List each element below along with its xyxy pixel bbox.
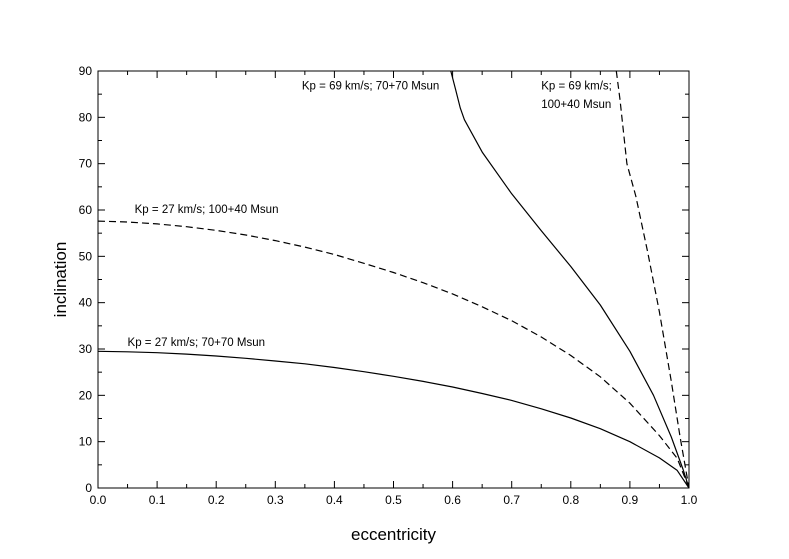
y-tick-label: 0 xyxy=(85,481,92,495)
x-tick-label: 0.7 xyxy=(503,493,520,507)
series-line-2 xyxy=(97,220,690,489)
x-tick-label: 0.1 xyxy=(149,493,166,507)
annotation-label: 100+40 Msun xyxy=(541,99,611,111)
y-tick-label: 90 xyxy=(79,64,93,78)
y-tick-label: 70 xyxy=(79,157,93,171)
y-tick-label: 30 xyxy=(79,342,93,356)
annotation-label: Kp = 27 km/s; 70+70 Msun xyxy=(128,337,265,349)
x-tick-label: 0.3 xyxy=(267,493,284,507)
x-tick-label: 1.0 xyxy=(681,493,698,507)
annotation-layer: Kp = 69 km/s; 70+70 Msun Kp = 69 km/s; 100… xyxy=(128,81,612,350)
annotation-label: Kp = 69 km/s; 70+70 Msun xyxy=(302,81,439,93)
y-tick-label: 80 xyxy=(79,110,93,124)
x-tick-label: 0.0 xyxy=(90,493,107,507)
series-line-3 xyxy=(450,70,690,489)
x-axis-ticks: 0.0 0.1 0.2 0.3 0.4 0.5 0.6 0.7 0.8 0.9 1.0 xyxy=(90,71,698,507)
x-tick-label: 0.4 xyxy=(326,493,343,507)
series-line-4 xyxy=(615,70,690,489)
y-tick-label: 50 xyxy=(79,249,93,263)
y-axis-title: inclination xyxy=(51,242,70,318)
y-tick-label: 40 xyxy=(79,296,93,310)
annotation-label: Kp = 27 km/s; 100+40 Msun xyxy=(135,204,279,216)
annotation-label: Kp = 69 km/s; xyxy=(541,81,612,93)
x-tick-label: 0.8 xyxy=(562,493,579,507)
y-tick-label: 60 xyxy=(79,203,93,217)
series-layer xyxy=(97,70,690,489)
series-line-1 xyxy=(97,350,690,489)
x-tick-label: 0.6 xyxy=(444,493,461,507)
x-tick-label: 0.2 xyxy=(208,493,225,507)
x-axis-title: eccentricity xyxy=(351,525,437,544)
y-tick-label: 10 xyxy=(79,435,93,449)
x-tick-label: 0.5 xyxy=(385,493,402,507)
x-tick-label: 0.9 xyxy=(622,493,639,507)
y-axis-ticks: 0 10 20 30 40 50 60 70 80 90 xyxy=(79,64,689,495)
y-tick-label: 20 xyxy=(79,388,93,402)
